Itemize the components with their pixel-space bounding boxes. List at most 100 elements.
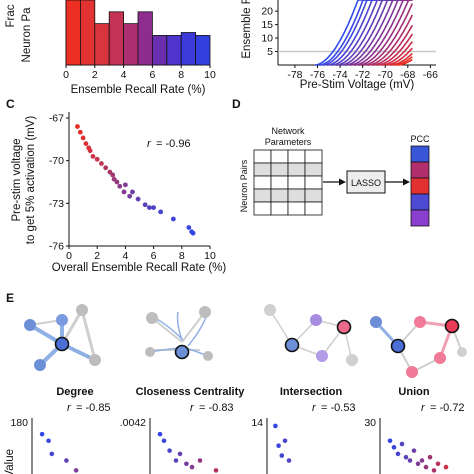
scatter-point [80, 135, 86, 141]
mini-scatter-point [189, 464, 195, 470]
panel-c-xlabel: Overall Ensemble Recall Rate (%) [52, 262, 227, 274]
network-degree-icon [24, 304, 101, 371]
panel-a-xtick-label: 4 [121, 69, 127, 81]
panel-a-xlabel: Ensemble Recall Rate (%) [71, 84, 206, 96]
panel-c-xtick-label: 6 [151, 250, 157, 262]
intersection-r-value: = -0.53 [321, 402, 356, 414]
network-closeness-icon [145, 306, 213, 361]
mini-scatter-point [49, 451, 55, 457]
panel-c-xtick-label: 4 [122, 250, 128, 262]
table-cell [270, 162, 289, 177]
panel-c-letter: C [6, 97, 15, 111]
table-cell [287, 201, 306, 216]
activation-curve [359, 0, 413, 66]
table-cell [270, 188, 289, 203]
panel-b-xtick-label: -66 [423, 69, 438, 81]
panel-a-ylabel: Neuron Pa [21, 7, 33, 63]
table-cell [287, 188, 306, 203]
panel-c-ytick-label: -76 [49, 241, 64, 253]
table-cell [304, 149, 323, 164]
panel-c-r-value: = -0.96 [156, 138, 191, 150]
activation-curve [381, 41, 413, 66]
scatter-point [103, 165, 109, 171]
mini-scatter-point [167, 448, 172, 453]
pcc-cell [410, 193, 430, 211]
diagram-arrowhead-2 [403, 178, 410, 186]
mini-scatter-point [173, 458, 179, 463]
lasso-label: LASSO [351, 178, 381, 188]
panel-c-xtick-label: 2 [94, 250, 100, 262]
diagram-parameter-table [253, 149, 323, 216]
histogram-bar [180, 32, 196, 66]
scatter-point [170, 216, 176, 222]
table-cell [287, 175, 306, 190]
scatter-point [123, 182, 128, 188]
mini-scatter-point [157, 431, 163, 437]
mini-scatter-point [411, 448, 417, 453]
mini-scatter-point [177, 451, 183, 457]
scatter-point [90, 154, 96, 159]
union-r-value: = -0.72 [430, 402, 465, 414]
pcc-cell [410, 145, 430, 163]
panel-b-xtick-label: -70 [378, 69, 393, 81]
activation-curve [345, 0, 413, 66]
panel-a-xtick-label: 2 [92, 69, 98, 81]
scatter-point [146, 205, 152, 211]
mini-scatter-point [423, 464, 429, 470]
scatter-point [130, 189, 135, 195]
histogram-bar [195, 35, 211, 66]
panel-a-ylabel-prefix: Frac [5, 4, 17, 27]
activation-curve [315, 0, 413, 66]
mini-scatter-point [419, 458, 425, 463]
panel-b-xtick-label: -78 [287, 69, 302, 81]
scatter-point [142, 202, 148, 208]
pcc-column [410, 145, 430, 227]
histogram-bar [80, 0, 96, 66]
activation-curve [332, 0, 413, 66]
diagram-header-line1: Network [271, 126, 305, 136]
scatter-point [94, 156, 100, 162]
mini-scatter-point [161, 438, 167, 444]
panel-c-ylabel-line2: to get 5% activation (mV) [25, 116, 37, 245]
scatter-point [190, 230, 196, 236]
union-r-symbol: r [421, 402, 426, 414]
histogram-bar [65, 0, 81, 66]
mini-scatter-point [213, 468, 219, 473]
table-cell [287, 149, 306, 164]
table-cell [304, 201, 323, 216]
panel-a-xtick-label: 6 [149, 69, 155, 81]
panel-b-ytick-label: 10 [261, 33, 273, 45]
activation-curve [397, 58, 413, 66]
histogram-bar [137, 11, 153, 66]
panel-b-xlabel: Pre-Stim Voltage (mV) [300, 79, 415, 91]
scatter-point [87, 148, 93, 154]
activation-curve [341, 0, 413, 66]
degree-ylabel: er Value [4, 449, 16, 474]
table-cell [253, 149, 272, 164]
histogram-bar [151, 35, 168, 66]
panel-c-ytick-label: -73 [49, 198, 64, 210]
scatter-point [186, 225, 192, 230]
panel-b-xtick-label: -74 [332, 69, 347, 81]
activation-curve [336, 0, 413, 66]
degree-r-value: = -0.85 [76, 402, 111, 414]
mini-scatter-point [73, 468, 79, 473]
diagram-header-line2: Parameters [265, 137, 312, 147]
mini-scatter-point [415, 461, 421, 467]
pcc-label: PCC [410, 134, 430, 144]
intersection-title: Intersection [280, 386, 343, 398]
panel-b-xtick-label: -72 [355, 69, 370, 81]
mini-scatter-point [46, 438, 51, 444]
mini-scatter-point [279, 453, 285, 458]
panel-c-xtick-label: 8 [179, 250, 185, 262]
mini-scatter-point [431, 468, 437, 473]
mini-scatter-point [435, 461, 441, 467]
panel-c-ytick-label: -70 [49, 155, 64, 167]
network-union-icon [370, 316, 467, 378]
degree-title: Degree [56, 386, 93, 398]
panel-c-scatter: C 0 2 4 6 8 10 -67 -70 -73 -76 r = -0.96 Overall … [6, 97, 226, 274]
histogram-bar [108, 11, 124, 66]
table-cell [253, 175, 272, 190]
